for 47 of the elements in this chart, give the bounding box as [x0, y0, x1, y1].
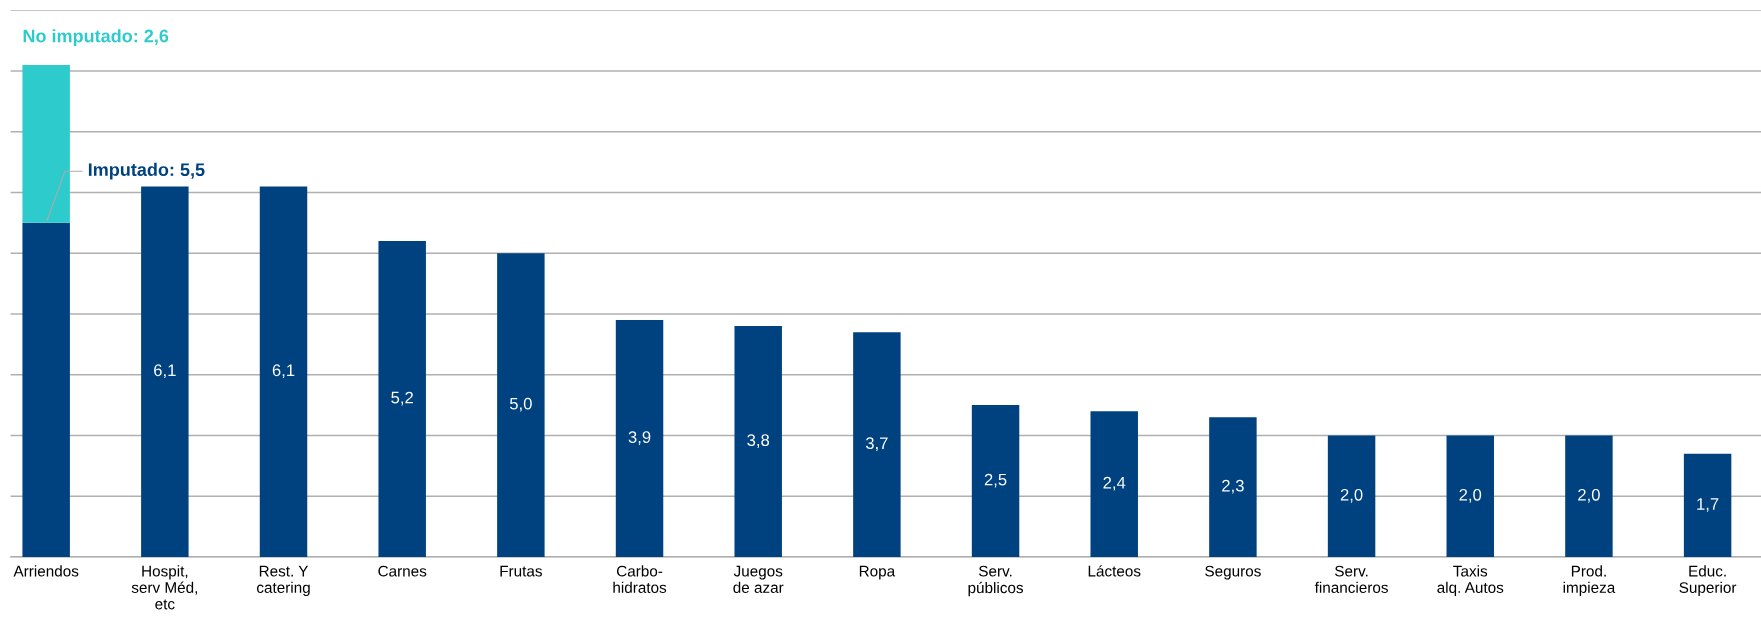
data-label: 3,7	[865, 437, 888, 452]
data-label: 3,8	[747, 434, 770, 448]
bar	[497, 253, 545, 557]
bar	[259, 186, 308, 557]
x-tick-label: Lácteos	[1088, 565, 1141, 577]
bar	[734, 326, 782, 557]
annotation: Imputado: 5,5	[88, 162, 205, 180]
x-tick-label: Educ. Superior	[1679, 565, 1737, 597]
data-label: 2,3	[1222, 479, 1244, 494]
data-label: 2,4	[1103, 476, 1126, 491]
x-tick-label: Carbo- hidratos	[613, 565, 667, 593]
data-label: 3,9	[628, 431, 651, 445]
x-tick-label: Taxis alq. Autos	[1437, 565, 1504, 597]
bar	[141, 186, 189, 557]
data-label: 1,7	[1697, 498, 1719, 512]
x-tick-label: Rest. Y catering	[256, 565, 310, 597]
data-label: 5,0	[509, 397, 532, 412]
data-label: 2,0	[1340, 488, 1363, 503]
bar	[971, 405, 1020, 557]
data-label: 2,5	[984, 473, 1007, 488]
bar	[615, 320, 664, 557]
x-tick-label: Serv. públicos	[968, 565, 1024, 597]
data-label: 6,1	[154, 364, 176, 379]
bar	[1327, 435, 1376, 557]
x-tick-label: Prod. impieza	[1563, 565, 1616, 597]
annotation: No imputado: 2,6	[23, 29, 169, 46]
bar	[1565, 435, 1613, 557]
bar	[22, 64, 70, 223]
bar	[378, 241, 426, 557]
x-tick-label: Juegos de azar	[733, 565, 784, 593]
data-label: 6,1	[272, 364, 295, 379]
bar	[1446, 435, 1494, 557]
bar	[22, 222, 70, 557]
bar	[1683, 453, 1732, 557]
x-tick-label: Serv. financieros	[1314, 565, 1388, 593]
x-tick-label: Hospit, serv Méd, etc	[131, 565, 198, 610]
bar	[853, 332, 901, 557]
x-tick-label: Seguros	[1205, 565, 1261, 580]
bar	[1209, 417, 1257, 557]
x-tick-label: Frutas	[500, 565, 542, 577]
x-tick-label: Carnes	[378, 565, 427, 577]
x-tick-label: Arriendos	[13, 565, 79, 577]
data-label: 2,0	[1578, 488, 1600, 503]
x-tick-label: Ropa	[859, 565, 896, 580]
bar	[1090, 411, 1138, 557]
data-label: 5,2	[391, 391, 413, 406]
data-label: 2,0	[1459, 488, 1482, 503]
